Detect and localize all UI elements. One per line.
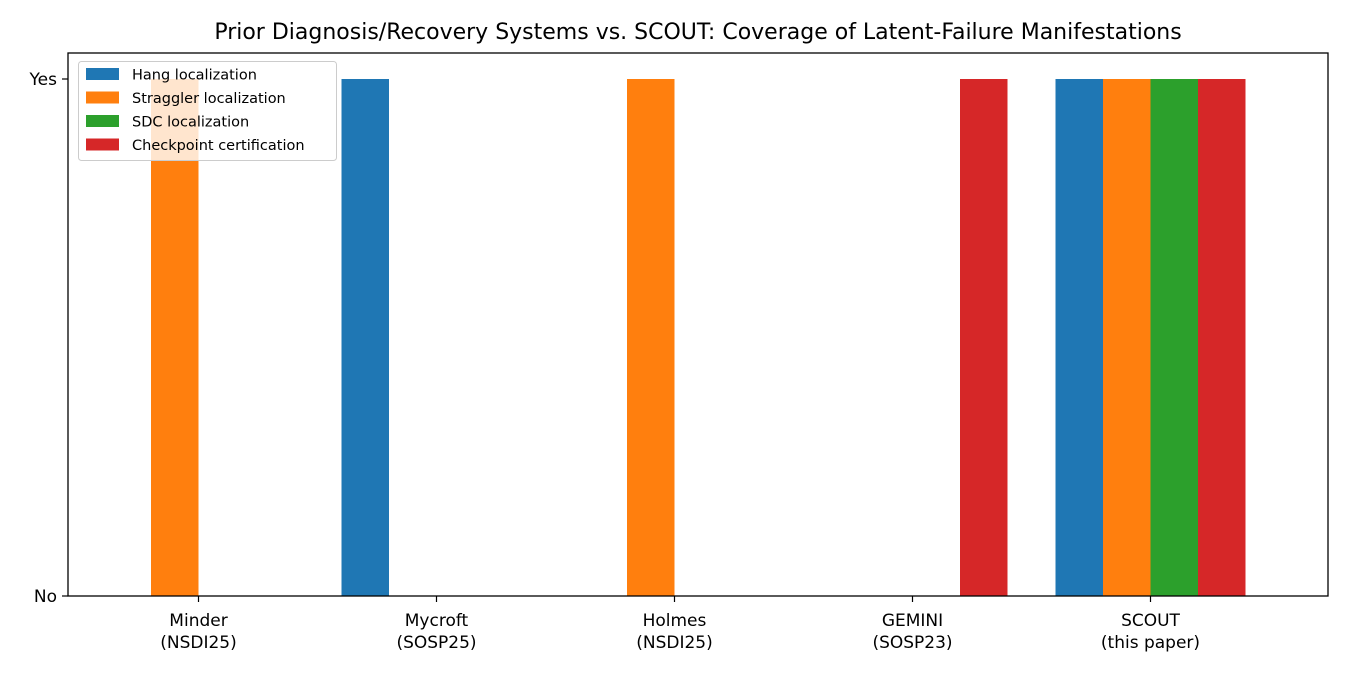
bar-2-4 — [1150, 79, 1198, 596]
x-tick-label-0-1: (NSDI25) — [160, 633, 237, 653]
bar-1-2 — [627, 79, 675, 596]
legend-label-1: Straggler localization — [132, 91, 286, 107]
x-tick-label-4-0: SCOUT — [1121, 611, 1180, 631]
bar-1-4 — [1103, 79, 1151, 596]
y-tick-label-1: Yes — [29, 70, 58, 90]
chart-title: Prior Diagnosis/Recovery Systems vs. SCO… — [214, 20, 1181, 45]
legend-box — [78, 61, 337, 161]
bar-0-4 — [1055, 79, 1103, 596]
bar-1-0 — [151, 79, 199, 596]
plot-frame — [67, 52, 1329, 597]
legend: Hang localization Straggler localization S… — [78, 61, 337, 161]
x-tick-label-0-0: Minder — [169, 611, 227, 631]
legend-swatch-0 — [86, 68, 119, 80]
bars-layer — [151, 79, 1246, 596]
x-tick-label-2-0: Holmes — [643, 611, 707, 631]
x-tick-label-3-0: GEMINI — [882, 611, 943, 631]
legend-swatch-1 — [86, 91, 119, 104]
bar-3-3 — [960, 79, 1008, 596]
x-tick-label-1-0: Mycroft — [405, 611, 469, 631]
x-tick-label-2-1: (NSDI25) — [636, 633, 713, 653]
bar-3-4 — [1198, 79, 1246, 596]
legend-label-3: Checkpoint certification — [132, 138, 305, 154]
legend-swatch-2 — [86, 115, 119, 127]
x-axis: Minder(NSDI25)Mycroft(SOSP25)Holmes(NSDI… — [160, 596, 1200, 653]
y-axis: No Yes — [29, 70, 68, 607]
x-tick-label-4-1: (this paper) — [1101, 633, 1200, 653]
y-tick-label-0: No — [34, 587, 57, 607]
legend-swatch-3 — [86, 138, 119, 151]
legend-label-2: SDC localization — [132, 115, 249, 131]
x-tick-label-1-1: (SOSP25) — [396, 633, 476, 653]
bar-0-1 — [341, 79, 389, 596]
x-tick-label-3-1: (SOSP23) — [872, 633, 952, 653]
legend-label-0: Hang localization — [132, 68, 257, 84]
